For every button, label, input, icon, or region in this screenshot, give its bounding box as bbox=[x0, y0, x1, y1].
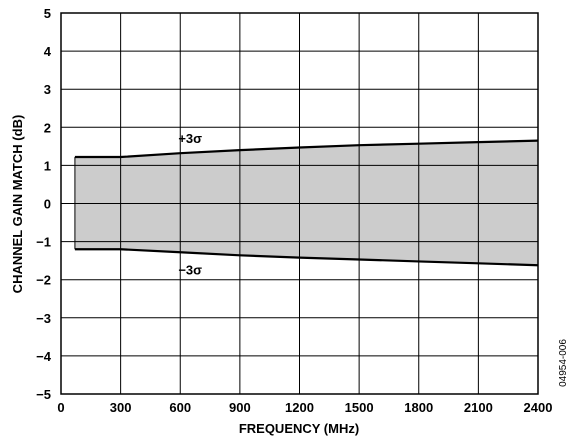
y-tick-labels: 5 4 3 2 1 0 −1 −2 −3 −4 −5 bbox=[36, 6, 52, 402]
sigma-band-layer bbox=[74, 140, 538, 266]
y-tick-label: −4 bbox=[36, 349, 52, 364]
x-tick-label: 1200 bbox=[285, 400, 314, 415]
minus-3-sigma-line bbox=[74, 248, 539, 267]
x-tick-label: 0 bbox=[57, 400, 64, 415]
x-tick-label: 1500 bbox=[345, 400, 374, 415]
x-tick-label: 300 bbox=[110, 400, 132, 415]
y-tick-label: 1 bbox=[44, 158, 51, 173]
sigma-band-fill bbox=[74, 140, 538, 266]
y-tick-label: 2 bbox=[44, 120, 51, 135]
x-tick-label: 2400 bbox=[524, 400, 553, 415]
figure-id-label: 04954-006 bbox=[558, 339, 569, 387]
x-tick-labels: 0 300 600 900 1200 1500 1800 2100 2400 bbox=[57, 400, 552, 415]
y-tick-label: 5 bbox=[44, 6, 51, 21]
minus-3-sigma-label: −3σ bbox=[178, 262, 202, 277]
y-tick-label: −3 bbox=[36, 311, 51, 326]
x-tick-label: 1800 bbox=[404, 400, 433, 415]
gridlines bbox=[61, 13, 538, 394]
y-tick-label: 0 bbox=[44, 197, 51, 212]
y-tick-label: −5 bbox=[36, 387, 51, 402]
series-annotations: +3σ −3σ bbox=[178, 131, 202, 277]
x-tick-label: 600 bbox=[169, 400, 191, 415]
y-axis-title: CHANNEL GAIN MATCH (dB) bbox=[10, 115, 25, 294]
y-tick-label: 4 bbox=[44, 44, 52, 59]
y-tick-label: 3 bbox=[44, 82, 51, 97]
x-tick-label: 2100 bbox=[464, 400, 493, 415]
y-tick-label: −2 bbox=[36, 273, 51, 288]
plot-frame bbox=[60, 12, 539, 395]
y-tick-label: −1 bbox=[36, 235, 51, 250]
plus-3-sigma-line bbox=[74, 139, 539, 159]
plus-3-sigma-label: +3σ bbox=[178, 131, 202, 146]
series-lines bbox=[74, 139, 539, 267]
x-axis-title: FREQUENCY (MHz) bbox=[239, 421, 359, 436]
x-tick-label: 900 bbox=[229, 400, 251, 415]
